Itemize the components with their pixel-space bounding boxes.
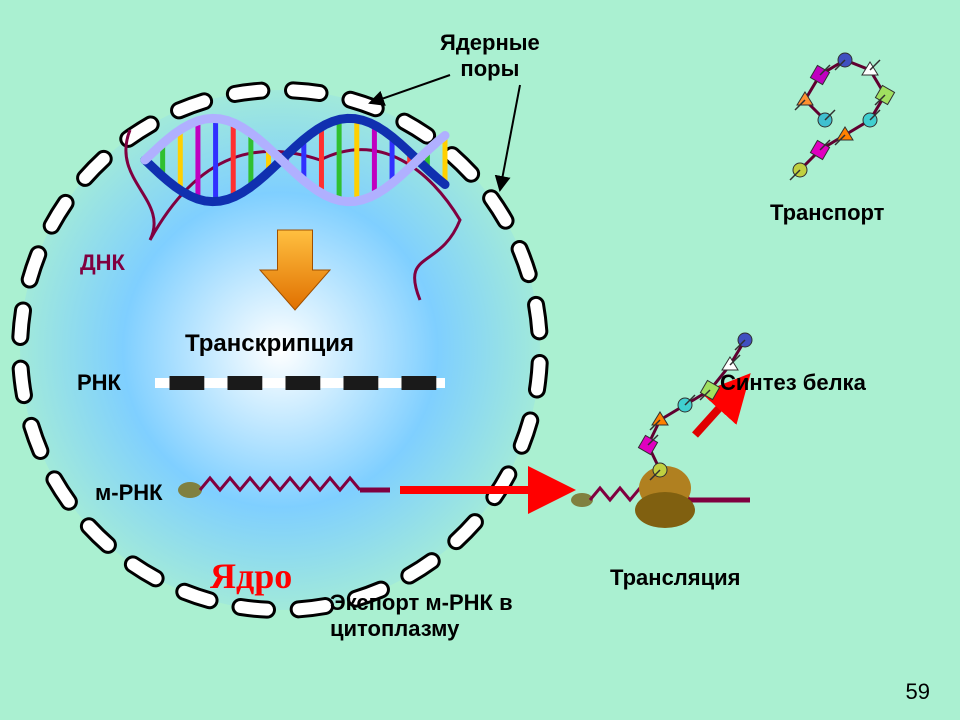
label-dnk: ДНК <box>80 250 125 276</box>
label-transcription: Транскрипция <box>185 330 354 358</box>
label-nuclear-pores: Ядерныепоры <box>440 30 540 82</box>
rna-bar <box>155 376 445 390</box>
label-mrnk: м-РНК <box>95 480 163 506</box>
label-nucleus: Ядро <box>210 555 292 597</box>
label-export: Экспорт м-РНК вцитоплазму <box>330 590 513 642</box>
page-number: 59 <box>906 679 930 705</box>
protein-folded <box>790 53 895 180</box>
label-rnk: РНК <box>77 370 121 396</box>
label-translation: Трансляция <box>610 565 741 591</box>
label-transport: Транспорт <box>770 200 884 226</box>
protein-nascent <box>638 333 752 480</box>
label-protein-synth: Синтез белка <box>720 370 866 396</box>
